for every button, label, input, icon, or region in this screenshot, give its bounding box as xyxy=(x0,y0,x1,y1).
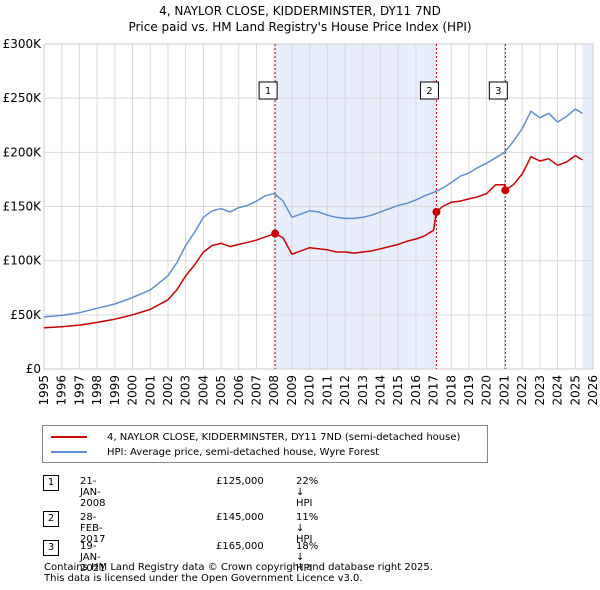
footer: Contains HM Land Registry data © Crown c… xyxy=(44,562,433,584)
x-tick-label: 2020 xyxy=(480,375,494,406)
legend-item-hpi: HPI: Average price, semi-detached house,… xyxy=(51,445,379,459)
sale-date: 21-JAN-2008 xyxy=(80,476,106,509)
sale-point xyxy=(432,207,441,216)
x-tick-label: 2024 xyxy=(551,375,565,406)
y-tick-label: £50K xyxy=(10,308,42,322)
x-tick-label: 2000 xyxy=(126,375,140,406)
x-tick-label: 2019 xyxy=(462,375,476,406)
chart-title-line1: 4, NAYLOR CLOSE, KIDDERMINSTER, DY11 7ND xyxy=(159,4,441,18)
sale-hpi-diff: 22% ↓ HPI xyxy=(296,476,319,509)
x-tick-label: 2018 xyxy=(444,375,458,406)
sale-marker-box xyxy=(258,81,278,100)
y-tick-label: £0 xyxy=(26,362,41,376)
sale-price: £125,000 xyxy=(216,476,264,487)
sale-price: £165,000 xyxy=(216,541,264,552)
legend-item-property: 4, NAYLOR CLOSE, KIDDERMINSTER, DY11 7ND… xyxy=(51,430,460,444)
x-tick-label: 2017 xyxy=(427,375,441,406)
x-tick-label: 2016 xyxy=(409,375,423,406)
x-tick-label: 2002 xyxy=(161,375,175,406)
y-tick-label: £300K xyxy=(3,37,43,51)
footer-copyright: Contains HM Land Registry data © Crown c… xyxy=(44,562,433,573)
x-tick-label: 2012 xyxy=(338,375,352,406)
x-tick-label: 2023 xyxy=(533,375,547,406)
legend-swatch-property xyxy=(51,436,87,438)
sale-price: £145,000 xyxy=(216,512,264,523)
y-tick-label: £200K xyxy=(3,145,43,159)
x-tick-label: 2005 xyxy=(214,375,228,406)
x-tick-label: 2014 xyxy=(373,375,387,406)
hpi-line xyxy=(43,108,583,318)
sale-date: 28-FEB-2017 xyxy=(80,512,106,545)
plot-frame xyxy=(43,43,594,370)
legend-label-hpi: HPI: Average price, semi-detached house,… xyxy=(107,446,380,458)
chart-title-line2: Price paid vs. HM Land Registry's House … xyxy=(128,20,471,34)
x-tick-label: 1995 xyxy=(37,375,51,406)
x-tick-label: 2025 xyxy=(568,375,582,406)
x-tick-label: 2004 xyxy=(196,375,210,406)
sale-point xyxy=(271,229,280,238)
sale-number: 1 xyxy=(43,475,59,491)
x-tick-label: 1996 xyxy=(55,375,69,406)
sale-date: 19-JAN-2021 xyxy=(80,541,106,574)
price-chart: 4, NAYLOR CLOSE, KIDDERMINSTER, DY11 7ND… xyxy=(3,4,600,406)
sale-marker-box xyxy=(419,81,439,100)
x-tick-label: 2013 xyxy=(356,375,370,406)
x-tick-label: 2021 xyxy=(497,375,511,406)
sale-hpi-diff: 18% ↓ HPI xyxy=(296,541,319,574)
x-tick-label: 2022 xyxy=(515,375,529,406)
x-tick-label: 2001 xyxy=(143,375,157,406)
legend: 4, NAYLOR CLOSE, KIDDERMINSTER, DY11 7ND… xyxy=(42,425,488,463)
sale-number: 2 xyxy=(43,511,59,527)
x-tick-label: 2007 xyxy=(250,375,264,406)
sale-marker-label: 3 xyxy=(495,86,501,97)
x-tick-label: 2010 xyxy=(303,375,317,406)
x-tick-label: 1998 xyxy=(90,375,104,406)
footer-licence: This data is licensed under the Open Gov… xyxy=(44,573,363,584)
x-tick-label: 2011 xyxy=(320,375,334,406)
legend-swatch-hpi xyxy=(51,451,87,453)
sale-hpi-diff: 11% ↓ HPI xyxy=(296,512,319,545)
sale-number: 3 xyxy=(43,540,59,556)
sale-marker-label: 2 xyxy=(426,86,432,97)
x-tick-label: 2008 xyxy=(267,375,281,406)
x-tick-label: 2026 xyxy=(586,375,600,406)
x-tick-label: 2015 xyxy=(391,375,405,406)
x-tick-label: 2009 xyxy=(285,375,299,406)
x-tick-label: 2006 xyxy=(232,375,246,406)
x-tick-label: 1997 xyxy=(72,375,86,406)
y-tick-label: £250K xyxy=(3,91,43,105)
y-tick-label: £150K xyxy=(3,200,43,214)
x-tick-label: 1999 xyxy=(108,375,122,406)
sale-marker-box xyxy=(488,81,508,100)
sale-point xyxy=(501,186,510,195)
x-tick-label: 2003 xyxy=(179,375,193,406)
y-tick-label: £100K xyxy=(3,254,43,268)
sale-marker-label: 1 xyxy=(265,86,271,97)
legend-label-property: 4, NAYLOR CLOSE, KIDDERMINSTER, DY11 7ND… xyxy=(107,431,461,443)
